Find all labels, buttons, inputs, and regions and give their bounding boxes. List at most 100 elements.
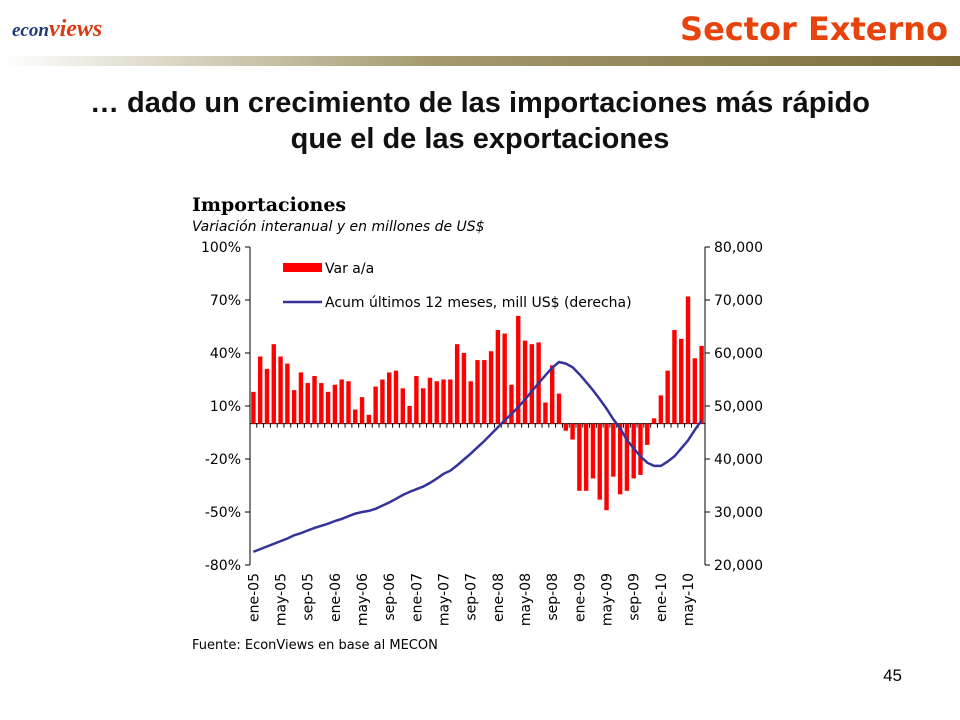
- y-tick-label: 70%: [210, 293, 241, 309]
- y2-tick-label: 70,000: [714, 293, 763, 309]
- bar: [631, 423, 636, 479]
- y-tick-label: -50%: [205, 505, 241, 521]
- x-tick-label: ene-07: [409, 573, 425, 622]
- bar: [434, 381, 439, 424]
- x-tick-label: sep-06: [382, 573, 398, 621]
- bar: [454, 344, 460, 424]
- bar: [373, 386, 378, 424]
- x-tick-label: may-08: [518, 573, 534, 626]
- chart-subtitle: Variación interanual y en millones de US…: [192, 219, 485, 235]
- bar: [325, 391, 331, 424]
- bar: [672, 330, 677, 424]
- bar: [488, 351, 494, 424]
- legend-swatch: [283, 263, 322, 272]
- bar: [285, 363, 290, 424]
- bar: [312, 375, 317, 424]
- bar: [502, 333, 507, 424]
- x-tick-label: ene-06: [328, 573, 344, 622]
- bar: [556, 393, 562, 424]
- bar: [414, 375, 419, 424]
- bar: [482, 360, 487, 424]
- bar: [516, 315, 521, 424]
- x-tick-label: ene-08: [491, 573, 507, 622]
- bar: [468, 381, 473, 424]
- bar: [359, 397, 365, 424]
- bar: [550, 365, 555, 424]
- x-tick-label: ene-05: [246, 573, 262, 622]
- bar: [522, 340, 528, 424]
- bar: [291, 390, 297, 424]
- bar: [380, 379, 385, 424]
- logo-part: views: [49, 16, 102, 42]
- bar: [604, 423, 609, 511]
- bar: [495, 330, 501, 424]
- bar: [692, 358, 698, 424]
- bar: [651, 418, 657, 424]
- bar: [475, 360, 480, 424]
- section-title: Sector Externo: [680, 10, 948, 48]
- page-number: 45: [883, 666, 902, 685]
- x-tick-label: may-05: [274, 573, 290, 626]
- source-note: Fuente: EconViews en base al MECON: [192, 638, 438, 653]
- bar: [339, 379, 344, 424]
- bar: [563, 423, 568, 431]
- bar: [400, 388, 405, 424]
- bar: [346, 381, 351, 424]
- y-tick-label: -80%: [205, 558, 241, 574]
- bar: [658, 395, 664, 424]
- legend-label: Var a/a: [325, 261, 374, 277]
- bar: [461, 353, 467, 424]
- bar: [257, 356, 263, 424]
- legend-label: Acum últimos 12 meses, mill US$ (derecha…: [325, 295, 632, 311]
- x-tick-label: sep-09: [627, 573, 643, 621]
- y-tick-label: -20%: [205, 452, 241, 468]
- bar: [583, 423, 589, 491]
- bar: [264, 368, 270, 424]
- x-tick-label: sep-07: [464, 573, 480, 621]
- y2-tick-label: 20,000: [714, 558, 763, 574]
- x-tick-label: may-06: [355, 573, 371, 626]
- x-tick-label: may-09: [600, 573, 616, 626]
- bar: [577, 423, 582, 491]
- bar: [617, 423, 623, 495]
- y-tick-label: 40%: [210, 346, 241, 362]
- bar: [529, 344, 535, 424]
- bar: [699, 345, 704, 424]
- bar: [611, 423, 616, 477]
- bar: [332, 384, 338, 424]
- bar: [407, 406, 412, 424]
- bar: [251, 391, 256, 424]
- x-tick-label: ene-10: [654, 573, 670, 622]
- x-tick-label: sep-08: [545, 573, 561, 621]
- y-tick-label: 100%: [201, 240, 241, 256]
- y2-tick-label: 80,000: [714, 240, 763, 256]
- bar: [393, 370, 399, 424]
- x-tick-label: sep-05: [301, 573, 317, 621]
- y2-tick-label: 50,000: [714, 399, 763, 415]
- bar: [645, 423, 650, 445]
- bar: [543, 402, 548, 424]
- bar: [509, 384, 514, 424]
- headline: … dado un crecimiento de las importacion…: [90, 87, 870, 119]
- x-tick-label: may-10: [681, 573, 697, 626]
- x-tick-label: ene-09: [572, 573, 588, 622]
- bar: [685, 296, 691, 424]
- bar: [298, 372, 304, 424]
- bar: [319, 383, 324, 424]
- bar: [366, 414, 372, 424]
- bar: [441, 379, 446, 424]
- y2-tick-label: 30,000: [714, 505, 763, 521]
- bar: [638, 423, 643, 475]
- y-tick-label: 10%: [210, 399, 241, 415]
- header-band: [0, 56, 960, 66]
- x-tick-label: may-07: [437, 573, 453, 626]
- logo-part: econ: [12, 20, 49, 41]
- bar: [427, 377, 433, 424]
- logo: econviews: [12, 16, 102, 42]
- bar: [448, 379, 453, 424]
- bar: [570, 423, 575, 440]
- chart-title: Importaciones: [192, 194, 346, 216]
- bar: [420, 388, 426, 424]
- headline: que el de las exportaciones: [291, 123, 670, 155]
